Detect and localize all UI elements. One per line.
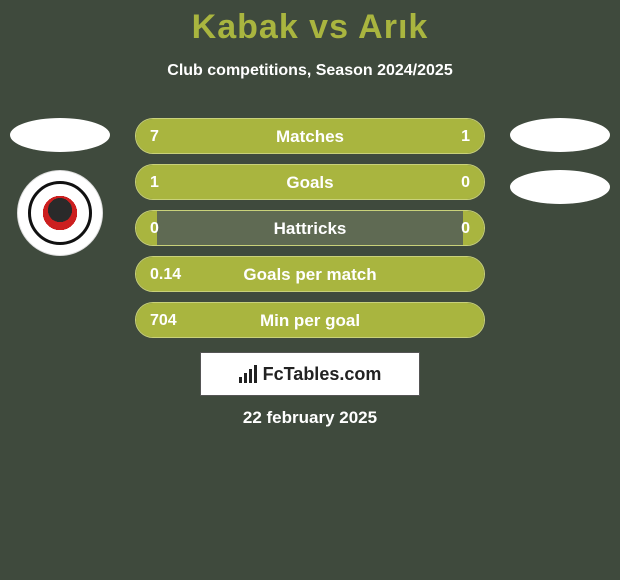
stat-label: Matches [136, 119, 484, 154]
stat-label: Hattricks [136, 211, 484, 246]
brand-text: FcTables.com [263, 364, 382, 385]
date-label: 22 february 2025 [0, 408, 620, 428]
comparison-card: Kabak vs Arık Club competitions, Season … [0, 0, 620, 580]
right-player-oval [510, 118, 610, 152]
right-player-column [500, 118, 620, 222]
stat-row: 0.14Goals per match [135, 256, 485, 292]
stat-label: Goals per match [136, 257, 484, 292]
stat-label: Min per goal [136, 303, 484, 338]
subtitle: Club competitions, Season 2024/2025 [0, 62, 620, 80]
right-club-oval [510, 170, 610, 204]
stat-row: 10Goals [135, 164, 485, 200]
left-club-badge [17, 170, 103, 256]
stat-row: 704Min per goal [135, 302, 485, 338]
club-badge-icon [28, 181, 92, 245]
stat-rows: 71Matches 10Goals 00Hattricks 0.14Goals per… [135, 118, 485, 348]
stat-row: 00Hattricks [135, 210, 485, 246]
left-player-oval [10, 118, 110, 152]
stat-label: Goals [136, 165, 484, 200]
brand-box[interactable]: FcTables.com [200, 352, 420, 396]
stat-row: 71Matches [135, 118, 485, 154]
left-player-column [0, 118, 120, 256]
bars-icon [239, 365, 257, 383]
page-title: Kabak vs Arık [0, 8, 620, 47]
